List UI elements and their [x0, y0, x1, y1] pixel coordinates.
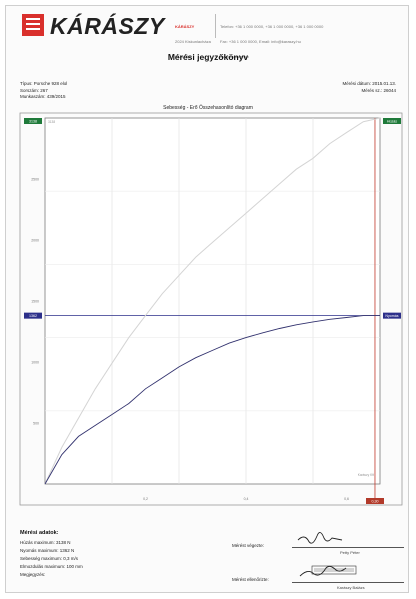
- document-title: Mérési jegyzőkönyv: [167, 52, 249, 62]
- contact-line: www.karaszy.hu: [220, 54, 249, 59]
- top-left-tag-box: [24, 118, 42, 124]
- bottom-right-tag: 0,30: [372, 499, 379, 503]
- bottom-right-tag-box: [366, 498, 384, 504]
- vehicle-info: Típus: Porsche 928 elol Sorszám: 267 Mun…: [20, 81, 67, 101]
- controlled-by-label: Mérést ellenőrizte:: [232, 577, 269, 582]
- series-line-2: [44, 315, 380, 485]
- controlled-signature-line: [292, 582, 404, 583]
- mid-left-tag: 1362: [29, 314, 37, 318]
- top-right-tag: Húzás: [387, 119, 397, 123]
- plot-area: [44, 117, 381, 485]
- top-right-tag-box: [383, 118, 401, 124]
- logo-icon: [22, 14, 44, 36]
- summary-title: Mérési adatok:: [20, 530, 59, 536]
- chart-title: Sebesség - Erő Összehasonlító diagram: [163, 105, 253, 111]
- serial-number: Sorszám: 267: [20, 87, 48, 93]
- chart-frame: [19, 112, 403, 506]
- summary-line: Elmozdulás maximum: 100 mm: [20, 564, 83, 569]
- summary-line: Megjegyzés:: [20, 572, 46, 577]
- measurement-number: Mérés sz.: 26044: [361, 87, 396, 93]
- mid-right-tag: Nyomás: [385, 314, 398, 318]
- top-left-tag: 3138: [29, 119, 37, 123]
- measured-by-label: Mérést végezte:: [232, 543, 265, 548]
- order-number: Munkaszám: 439/2015: [20, 94, 66, 99]
- summary-line: Húzás maximum: 3138 N: [20, 540, 71, 545]
- x-tick-label: 0,6: [344, 497, 349, 501]
- top-left-small-label: 3138: [48, 120, 55, 124]
- company-line: KÁRÁSZY: [175, 24, 195, 29]
- header-divider: [215, 14, 216, 38]
- contact-line: Fax: +36 1 000 0000, Email: info@karaszy…: [220, 39, 301, 44]
- y-tick-label: 1000: [31, 361, 39, 365]
- y-tick-label: 1500: [31, 300, 39, 304]
- y-tick-label: 2000: [31, 239, 39, 243]
- measurement-info: Mérési dátum: 2015.01.13. Mérés sz.: 260…: [342, 81, 396, 94]
- x-tick-label: 0,2: [143, 497, 148, 501]
- measured-by-name: Petty Péter: [340, 550, 360, 555]
- series-line-1: [44, 117, 381, 485]
- mid-right-tag-box: [383, 312, 401, 319]
- y-tick-label: 2500: [31, 178, 39, 182]
- summary-line: Sebesség maximum: 0,3 m/s: [20, 556, 79, 561]
- mid-left-tag-box: [24, 312, 42, 319]
- company-line: 2024 Kiskunlacháza: [175, 39, 211, 44]
- contact-line: Telefon: +36 1 000 0000, +36 1 000 0000,…: [220, 24, 324, 29]
- summary-line: Nyomás maximum: 1362 N: [20, 548, 75, 553]
- vehicle-type: Típus: Porsche 928 elol: [20, 81, 68, 86]
- chart-footnote: Karászy Kft: [358, 473, 374, 477]
- company-line: HÚSZÁR: [175, 54, 192, 59]
- measured-signature-line: [292, 547, 404, 548]
- company-info: KÁRÁSZY 2024 Kiskunlacháza HÚSZÁR: [175, 14, 211, 64]
- contact-info: Telefon: +36 1 000 0000, +36 1 000 0000,…: [220, 14, 323, 64]
- x-tick-label: 0,4: [244, 497, 249, 501]
- y-tick-label: 500: [33, 422, 39, 426]
- controlled-by-name: Karászy Balázs: [337, 585, 365, 590]
- measurement-date: Mérési dátum: 2015.01.13.: [342, 81, 396, 86]
- brand-name: KÁRÁSZY: [50, 13, 165, 39]
